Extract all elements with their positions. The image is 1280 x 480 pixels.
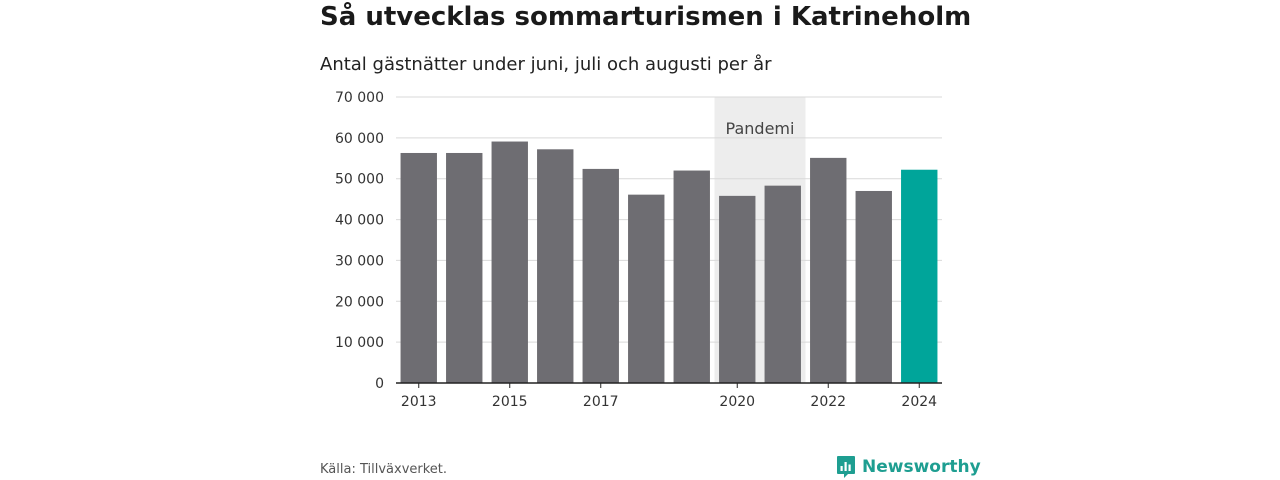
x-tick-label: 2020	[719, 394, 755, 410]
x-tick-label: 2022	[810, 394, 846, 410]
pandemic-band-label: Pandemi	[726, 119, 795, 138]
y-tick-label: 20 000	[335, 294, 384, 310]
y-tick-label: 60 000	[335, 131, 384, 147]
chart-subtitle: Antal gästnätter under juni, juli och au…	[320, 54, 772, 75]
bars	[400, 141, 938, 383]
brand-logo: Newsworthy	[836, 455, 981, 479]
bar-2021	[764, 185, 801, 383]
bar-2014	[446, 152, 483, 383]
y-tick-label: 70 000	[335, 90, 384, 106]
bar-2019	[673, 170, 710, 383]
bar-chart: Pandemi 0 10 000 20 000 30 000 40 000 50 000 6…	[335, 90, 942, 410]
y-tick-label: 10 000	[335, 335, 384, 351]
y-tick-label: 30 000	[335, 253, 384, 269]
brand-name: Newsworthy	[862, 457, 981, 477]
y-tick-label: 0	[375, 376, 384, 392]
bar-2015	[491, 141, 528, 383]
bar-2013	[400, 152, 437, 383]
gridlines	[396, 96, 942, 343]
x-tick-label: 2013	[401, 394, 437, 410]
bar-2020	[719, 195, 756, 383]
bar-2017	[582, 168, 619, 383]
bar-chart-logo-icon	[837, 456, 855, 478]
source-note: Källa: Tillväxverket.	[320, 462, 448, 477]
bar-2016	[537, 149, 574, 383]
bar-2024	[901, 169, 938, 383]
y-tick-label: 50 000	[335, 172, 384, 188]
x-tick-label: 2024	[901, 394, 937, 410]
x-tick-label: 2015	[492, 394, 528, 410]
y-tick-label: 40 000	[335, 213, 384, 229]
chart-title: Så utvecklas sommarturismen i Katrinehol…	[320, 2, 972, 32]
bar-2018	[628, 194, 665, 383]
bar-2022	[810, 157, 847, 383]
x-tick-label: 2017	[583, 394, 619, 410]
x-axis-ticks: 2013 2015 2017 2020 2022 2024	[401, 383, 937, 410]
bar-2023	[855, 190, 892, 383]
y-axis-ticks: 0 10 000 20 000 30 000 40 000 50 000 60 000 70 …	[335, 90, 384, 392]
